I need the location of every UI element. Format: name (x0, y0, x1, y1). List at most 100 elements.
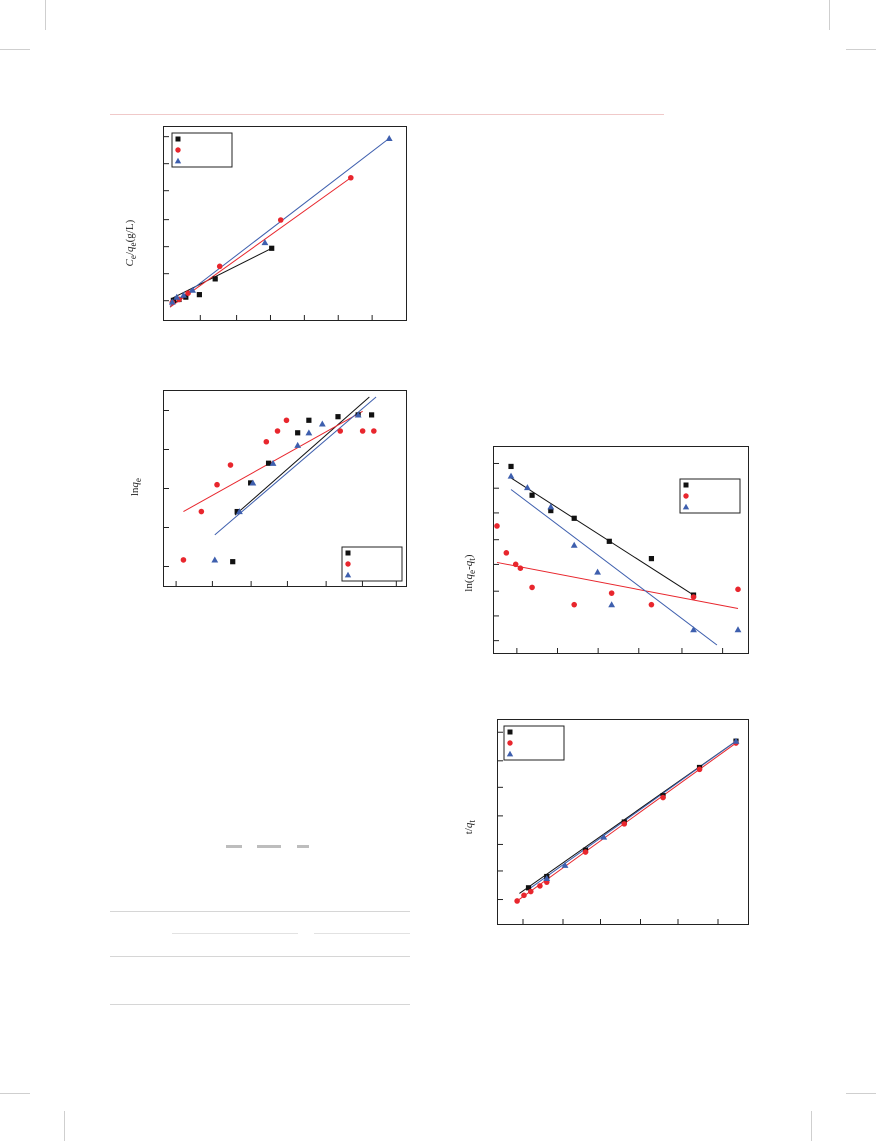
series-3-point-6 (385, 134, 393, 141)
legend-marker-2 (507, 740, 513, 746)
series-1-point-4 (265, 460, 272, 466)
series-2-point-2 (503, 550, 510, 556)
series-2-point-4 (517, 565, 524, 571)
series-3-point-1 (543, 875, 551, 881)
table-top-rule (110, 911, 410, 912)
legend-marker-3 (344, 571, 352, 578)
series-3-point-1 (507, 472, 515, 479)
table-bottom-rule (110, 1004, 410, 1005)
series-3-point-4 (189, 286, 196, 293)
plot-group (494, 463, 742, 646)
series-3-point-3 (600, 833, 608, 840)
legend-box (171, 132, 233, 168)
series-3-point-6 (608, 601, 616, 608)
series-1-point-5 (606, 538, 612, 544)
series-2-point-6 (582, 849, 589, 855)
fig1-y-axis-label: Ce/qe(g/L) (123, 219, 139, 267)
series-3-point-6 (305, 429, 313, 436)
table-sub-rule-2 (314, 933, 410, 934)
series-3-point-7 (318, 420, 326, 427)
series-1-point-1 (230, 559, 236, 565)
series-3-point-4 (269, 459, 277, 466)
series-3-point-2 (173, 293, 181, 300)
equation-fragment-1 (226, 845, 242, 848)
series-1-point-6 (269, 245, 275, 251)
fig2-plot-area (163, 390, 407, 587)
series-2-point-7 (621, 821, 628, 827)
table-sub-rule-1 (172, 933, 298, 934)
crop-mark-bottom-left-h (0, 1093, 30, 1094)
series-1-point-4 (196, 292, 202, 298)
series-3-point-1 (168, 298, 176, 305)
fig4-y-axis-label: t/qt (462, 820, 478, 835)
series-3-point-5 (594, 568, 601, 575)
crop-mark-top-left (45, 0, 46, 30)
series-3-point-4 (732, 737, 740, 744)
series-3-point-3 (547, 503, 555, 510)
series-3-point-1 (211, 556, 219, 563)
series-3-fit-line (510, 489, 718, 646)
fig3-y-axis-label: ln(qe-qt) (462, 554, 478, 592)
crop-mark-top-left-h (0, 49, 30, 50)
series-1-point-4 (571, 515, 577, 521)
series-2-point-10 (735, 586, 741, 593)
legend-box (679, 478, 741, 514)
series-2-point-10 (371, 428, 377, 434)
series-2-point-9 (696, 766, 703, 773)
series-1-point-6 (306, 417, 312, 423)
series-1-point-2 (529, 492, 535, 498)
series-3-point-2 (236, 508, 243, 515)
series-1-point-1 (525, 885, 532, 891)
series-2-point-5 (263, 438, 270, 445)
series-2-point-3 (185, 290, 191, 297)
legend-marker-3 (506, 750, 514, 757)
series-3-point-2 (524, 484, 531, 491)
fig1-chart (164, 132, 393, 320)
series-2-point-8 (660, 794, 666, 801)
legend-marker-1 (683, 482, 689, 488)
series-2-fit-line (169, 177, 352, 308)
crop-mark-bottom-right-h (846, 1093, 876, 1094)
legend-marker-1 (507, 729, 513, 735)
fig3-chart (494, 462, 742, 653)
series-2-point-3 (528, 888, 534, 895)
table-header-rule (110, 956, 410, 957)
series-2-point-4 (216, 263, 223, 270)
plot-group (180, 396, 377, 565)
legend-marker-1 (175, 136, 181, 142)
legend-marker-3 (174, 157, 182, 164)
series-2-point-4 (537, 883, 543, 889)
series-2-point-3 (512, 561, 519, 568)
series-2-point-3 (214, 481, 220, 488)
series-2-point-4 (227, 462, 234, 468)
series-1-point-7 (335, 414, 341, 420)
series-3-fit-line (214, 396, 377, 536)
series-1-point-5 (212, 276, 218, 282)
crop-mark-top-right (829, 0, 830, 30)
series-2-point-5 (277, 217, 284, 223)
series-1-point-6 (648, 556, 655, 562)
series-2-point-8 (337, 428, 344, 434)
series-1-fit-line (510, 477, 694, 596)
fig2-y-axis-label: lnqe (128, 478, 144, 497)
series-2-point-2 (198, 508, 205, 515)
series-2-point-8 (648, 601, 655, 608)
series-2-point-6 (571, 601, 577, 608)
series-1-point-1 (508, 463, 514, 470)
legend-marker-2 (345, 561, 351, 567)
series-3-point-2 (561, 861, 569, 868)
equation-fragment-3 (297, 845, 309, 848)
series-1-point-3 (548, 508, 554, 514)
plot-group (514, 737, 740, 904)
series-2-point-2 (521, 892, 527, 899)
series-3-point-8 (354, 411, 362, 418)
fig4-chart (498, 725, 740, 924)
series-1-point-9 (369, 412, 375, 418)
fig4-plot-area (497, 719, 749, 925)
series-2-point-7 (283, 417, 290, 424)
series-2-point-7 (608, 590, 615, 596)
series-1-fit-line (234, 396, 370, 516)
series-2-point-1 (514, 898, 520, 904)
series-1-point-3 (248, 480, 254, 486)
series-3-point-8 (734, 626, 742, 633)
